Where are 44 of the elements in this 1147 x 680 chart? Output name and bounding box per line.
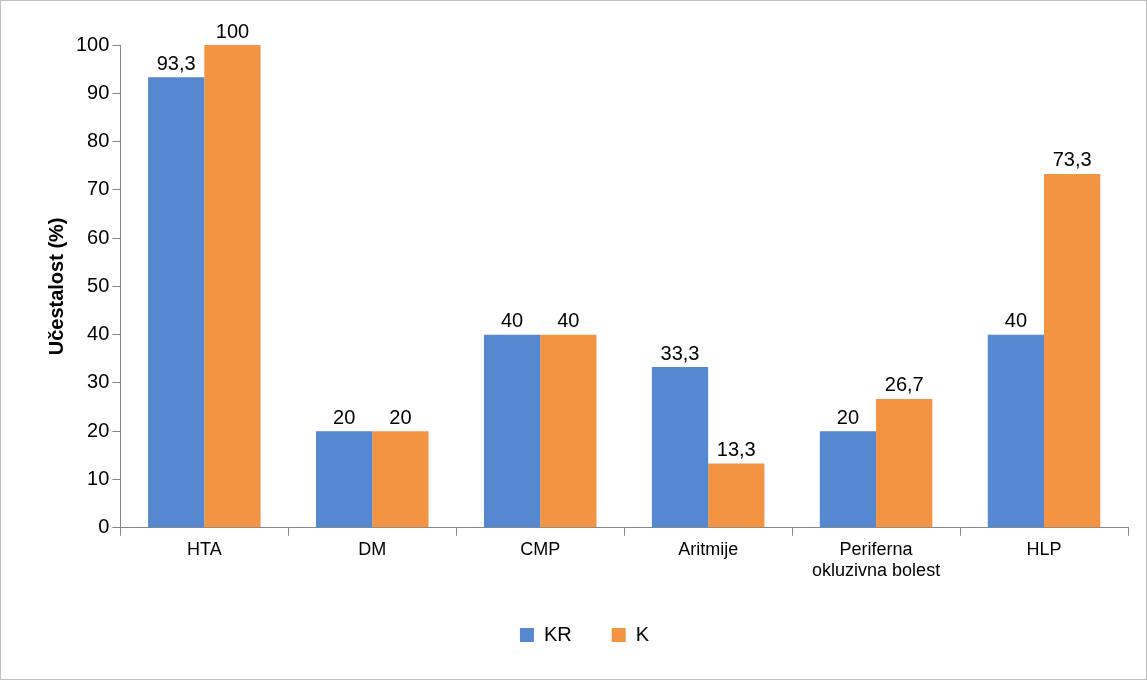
legend-label: K bbox=[635, 622, 650, 645]
y-tick-label: 0 bbox=[98, 515, 110, 538]
x-tick-label: DM bbox=[358, 538, 387, 559]
bar bbox=[708, 463, 765, 528]
y-tick-label: 40 bbox=[87, 322, 110, 345]
legend-label: KR bbox=[543, 622, 572, 645]
y-tick-label: 70 bbox=[87, 177, 110, 200]
data-label: 40 bbox=[1004, 309, 1028, 332]
x-tick-label: HLP bbox=[1026, 538, 1062, 559]
data-label: 73,3 bbox=[1052, 148, 1092, 171]
data-label: 20 bbox=[333, 405, 356, 428]
y-tick-label: 60 bbox=[87, 225, 110, 248]
bar bbox=[1044, 173, 1101, 528]
data-label: 20 bbox=[389, 405, 412, 428]
data-label: 33,3 bbox=[660, 341, 700, 364]
bar bbox=[372, 431, 429, 528]
x-tick-label: CMP bbox=[520, 538, 561, 559]
data-label: 93,3 bbox=[156, 51, 196, 74]
y-tick-label: 30 bbox=[87, 370, 110, 393]
data-label: 40 bbox=[500, 309, 524, 332]
data-label: 13,3 bbox=[716, 438, 756, 461]
data-label: 20 bbox=[836, 405, 860, 428]
bar bbox=[540, 334, 597, 528]
y-axis-title: Učestalost (%) bbox=[44, 217, 67, 356]
y-tick-label: 80 bbox=[87, 129, 110, 152]
data-label: 26,7 bbox=[884, 373, 924, 396]
data-label: 100 bbox=[215, 19, 250, 42]
data-label: 40 bbox=[557, 309, 580, 332]
bar bbox=[204, 45, 261, 528]
y-tick-label: 50 bbox=[87, 273, 110, 296]
bar bbox=[819, 431, 877, 528]
y-tick-label: 10 bbox=[87, 467, 110, 490]
y-tick-label: 90 bbox=[87, 80, 110, 103]
x-tick-label: Aritmije bbox=[678, 538, 739, 559]
bar bbox=[148, 77, 205, 528]
x-tick-label: Periferna okluzivna bolest bbox=[812, 538, 941, 581]
bar bbox=[651, 367, 709, 528]
bar bbox=[876, 398, 933, 528]
x-tick-label: HTA bbox=[187, 538, 222, 559]
y-tick-label: 100 bbox=[75, 32, 110, 55]
bar bbox=[987, 334, 1045, 528]
bar bbox=[316, 431, 373, 528]
y-tick-label: 20 bbox=[87, 418, 110, 441]
bar bbox=[483, 334, 541, 528]
